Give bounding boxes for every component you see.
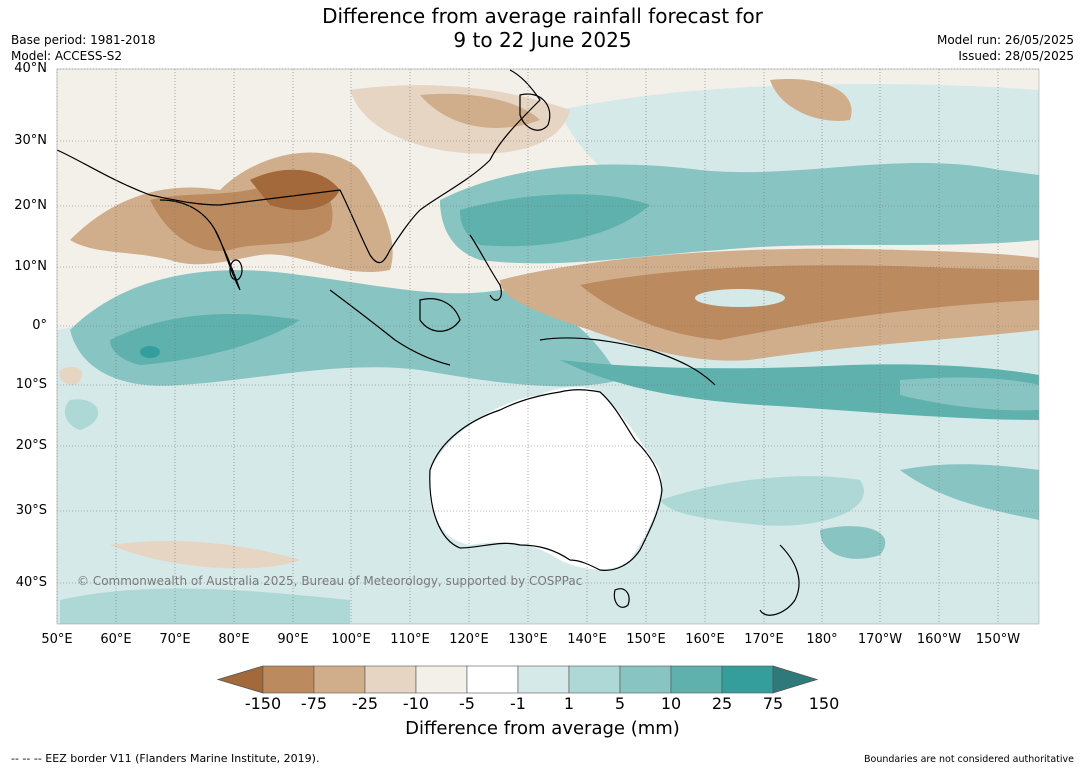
colorbar-tick-label: 10 <box>660 694 682 713</box>
colorbar-tick-label: -150 <box>244 694 282 713</box>
colorbar-cell <box>721 665 774 694</box>
colorbar-tick-label: -75 <box>300 694 328 713</box>
coastlines <box>57 69 800 616</box>
longitude-label: 130°E <box>508 632 548 647</box>
longitude-label: 110°E <box>390 632 430 647</box>
disclaimer-note: Boundaries are not considered authoritat… <box>864 754 1074 765</box>
longitude-label: 70°E <box>159 632 191 647</box>
map-title: Difference from average rainfall forecas… <box>0 4 1085 52</box>
colorbar-tick-label: -5 <box>459 694 475 713</box>
latitude-label: 10°S <box>15 377 47 392</box>
latitude-label: 10°N <box>14 259 47 274</box>
colorbar-tick-label: -25 <box>351 694 379 713</box>
colorbar-cell <box>364 665 417 694</box>
latitude-label: 0° <box>32 318 47 333</box>
longitude-label: 100°E <box>331 632 371 647</box>
longitude-label: 160°E <box>685 632 725 647</box>
longitude-label: 150°W <box>975 632 1021 647</box>
colorbar-cell <box>466 665 519 694</box>
colorbar-tick-label: 1 <box>563 694 575 713</box>
colorbar-cell <box>568 665 621 694</box>
colorbar <box>216 665 819 694</box>
meta-right: Model run: 26/05/2025 Issued: 28/05/2025 <box>937 32 1074 64</box>
colorbar-arrow-high <box>772 665 819 694</box>
colorbar-cell <box>262 665 315 694</box>
longitude-label: 140°E <box>567 632 607 647</box>
longitude-label: 170°E <box>744 632 784 647</box>
model-text: Model: ACCESS-S2 <box>11 49 123 63</box>
colorbar-cell <box>517 665 570 694</box>
map-frame <box>56 68 1040 625</box>
anomaly-field <box>57 69 1039 624</box>
latitude-label: 20°N <box>14 198 47 213</box>
model-run-text: Model run: 26/05/2025 <box>936 33 1074 47</box>
base-period-text: Base period: 1981-2018 <box>11 33 156 47</box>
colorbar-tick-label: 25 <box>711 694 733 713</box>
longitude-label: 150°E <box>626 632 666 647</box>
colorbar-cell <box>670 665 723 694</box>
longitude-label: 90°E <box>277 632 309 647</box>
latitude-label: 40°N <box>14 61 47 76</box>
title-line1: Difference from average rainfall forecas… <box>322 4 763 28</box>
latitude-label: 20°S <box>15 438 47 453</box>
longitude-label: 80°E <box>218 632 250 647</box>
latitude-label: 40°S <box>15 575 47 590</box>
longitude-label: 180° <box>806 632 838 647</box>
colorbar-tick-label: 5 <box>614 694 626 713</box>
longitude-label: 60°E <box>100 632 132 647</box>
graticule <box>56 68 1039 624</box>
colorbar-cell <box>415 665 468 694</box>
eez-note: -- -- -- EEZ border V11 (Flanders Marine… <box>11 752 320 765</box>
longitude-label: 120°E <box>449 632 489 647</box>
latitude-label: 30°N <box>14 133 47 148</box>
meta-left: Base period: 1981-2018 Model: ACCESS-S2 <box>11 32 156 64</box>
colorbar-tick-label: -1 <box>510 694 526 713</box>
longitude-label: 160°W <box>916 632 962 647</box>
title-line2: 9 to 22 June 2025 <box>453 28 632 52</box>
longitude-label: 170°W <box>857 632 903 647</box>
latitude-label: 30°S <box>15 503 47 518</box>
colorbar-tick-label: 75 <box>762 694 784 713</box>
colorbar-cell <box>313 665 366 694</box>
colorbar-cell <box>619 665 672 694</box>
copyright-text: © Commonwealth of Australia 2025, Bureau… <box>77 574 583 588</box>
issued-text: Issued: 28/05/2025 <box>958 49 1074 63</box>
longitude-label: 50°E <box>41 632 73 647</box>
colorbar-arrow-low <box>216 665 264 694</box>
colorbar-tick-label: -10 <box>402 694 430 713</box>
colorbar-tick-label: 150 <box>808 694 840 713</box>
colorbar-title: Difference from average (mm) <box>405 718 680 739</box>
